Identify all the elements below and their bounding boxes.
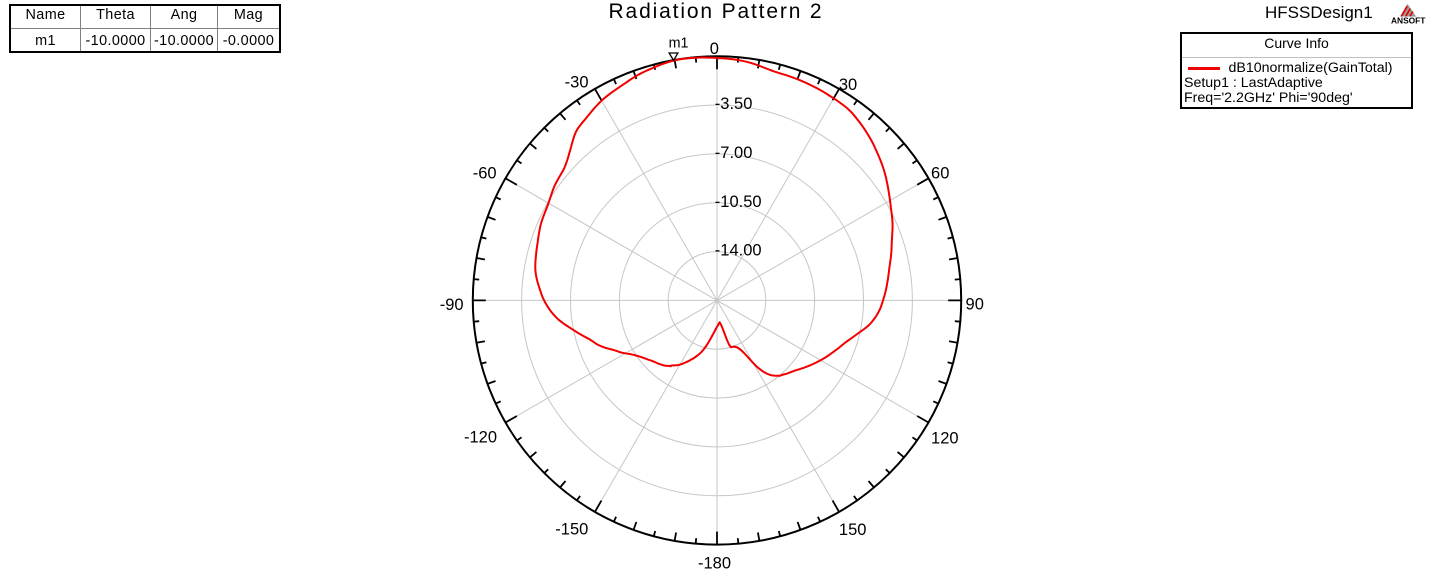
svg-text:-10.50: -10.50 — [715, 193, 762, 211]
svg-text:120: 120 — [931, 430, 959, 448]
svg-text:-60: -60 — [473, 165, 497, 183]
svg-text:m1: m1 — [669, 36, 689, 52]
svg-text:60: 60 — [931, 165, 949, 183]
svg-text:-3.50: -3.50 — [715, 95, 753, 113]
svg-text:-7.00: -7.00 — [715, 144, 753, 162]
svg-text:150: 150 — [839, 521, 867, 539]
svg-text:-30: -30 — [565, 74, 589, 92]
svg-text:90: 90 — [966, 296, 984, 314]
svg-text:0: 0 — [710, 40, 719, 58]
svg-text:-180: -180 — [698, 555, 731, 573]
svg-text:-14.00: -14.00 — [715, 242, 762, 260]
svg-text:ANSOFT: ANSOFT — [1391, 15, 1426, 25]
svg-text:30: 30 — [839, 76, 857, 94]
svg-text:-150: -150 — [555, 521, 588, 539]
svg-text:-120: -120 — [464, 429, 497, 447]
svg-text:-90: -90 — [440, 296, 464, 314]
